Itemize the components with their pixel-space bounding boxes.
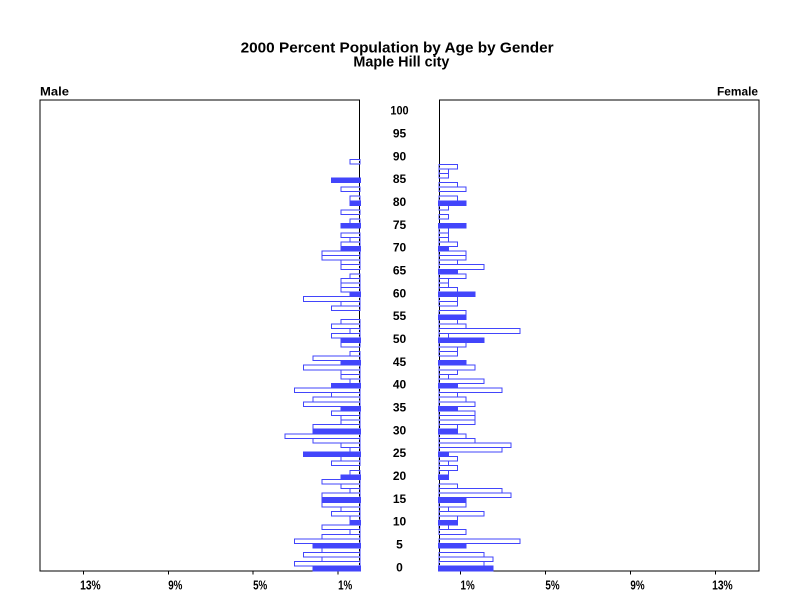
svg-text:1%: 1%	[461, 578, 476, 593]
svg-text:9%: 9%	[168, 578, 183, 593]
svg-text:95: 95	[393, 127, 407, 141]
svg-text:10: 10	[393, 515, 407, 529]
svg-text:Female: Female	[717, 85, 758, 99]
svg-text:25: 25	[393, 446, 407, 460]
svg-text:5: 5	[396, 538, 403, 552]
svg-text:9%: 9%	[630, 578, 645, 593]
svg-text:0: 0	[396, 560, 403, 574]
svg-text:60: 60	[393, 286, 407, 300]
svg-text:2000 Percent Population by Age: 2000 Percent Population by Age by Gender	[241, 40, 554, 57]
svg-text:1%: 1%	[338, 578, 353, 593]
svg-text:13%: 13%	[712, 578, 733, 593]
svg-text:30: 30	[393, 423, 407, 437]
svg-text:Male: Male	[40, 85, 69, 99]
svg-text:90: 90	[393, 149, 407, 163]
svg-text:5%: 5%	[253, 578, 268, 593]
svg-text:80: 80	[393, 195, 407, 209]
svg-text:65: 65	[393, 264, 407, 278]
svg-text:45: 45	[393, 355, 407, 369]
svg-text:50: 50	[393, 332, 407, 346]
svg-text:20: 20	[393, 469, 407, 483]
svg-text:40: 40	[393, 378, 407, 392]
svg-text:100: 100	[390, 104, 408, 118]
svg-text:70: 70	[393, 241, 407, 255]
svg-text:5%: 5%	[545, 578, 560, 593]
svg-text:55: 55	[393, 309, 407, 323]
svg-text:85: 85	[393, 172, 407, 186]
svg-text:Maple Hill city: Maple Hill city	[353, 54, 450, 71]
svg-text:75: 75	[393, 218, 407, 232]
svg-text:15: 15	[393, 492, 407, 506]
svg-text:13%: 13%	[80, 578, 101, 593]
svg-text:35: 35	[393, 401, 407, 415]
